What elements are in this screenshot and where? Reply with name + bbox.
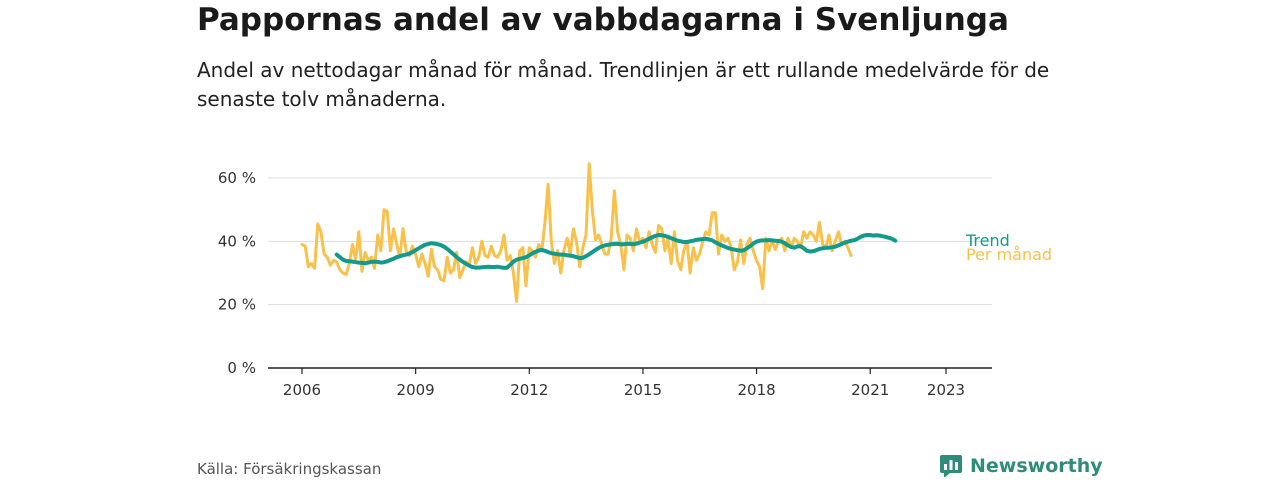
series-lines (300, 162, 898, 303)
monthly-series-line (300, 162, 853, 303)
y-tick-label: 0 % (227, 359, 256, 377)
chart-title: Pappornas andel av vabbdagarna i Svenlju… (197, 2, 1009, 38)
y-tick-label: 60 % (218, 169, 256, 187)
x-tick-label: 2021 (851, 381, 889, 399)
chart-subtitle: Andel av nettodagar månad för månad. Tre… (197, 58, 1050, 111)
x-tick-label: 2012 (510, 381, 548, 399)
y-tick-label: 40 % (218, 232, 256, 250)
y-axis-ticks: 0 % 20 % 40 % 60 % (218, 169, 256, 377)
source-note: Källa: Försäkringskassan (197, 460, 382, 478)
y-tick-label: 20 % (218, 296, 256, 314)
x-axis-ticks: 2006 2009 2012 2015 2018 2021 2023 (283, 368, 965, 399)
newsworthy-logo-icon (940, 455, 962, 477)
x-tick-label: 2015 (624, 381, 662, 399)
brand-name: Newsworthy (970, 455, 1103, 477)
legend-label-per-month: Per månad (966, 245, 1052, 264)
legend-label-trend: Trend (965, 231, 1010, 250)
x-tick-label: 2018 (737, 381, 775, 399)
trend-series-line (334, 233, 898, 270)
x-tick-label: 2009 (397, 381, 435, 399)
x-tick-label: 2006 (283, 381, 321, 399)
x-tick-label: 2023 (927, 381, 965, 399)
brand-logo[interactable]: Newsworthy (940, 451, 1103, 481)
